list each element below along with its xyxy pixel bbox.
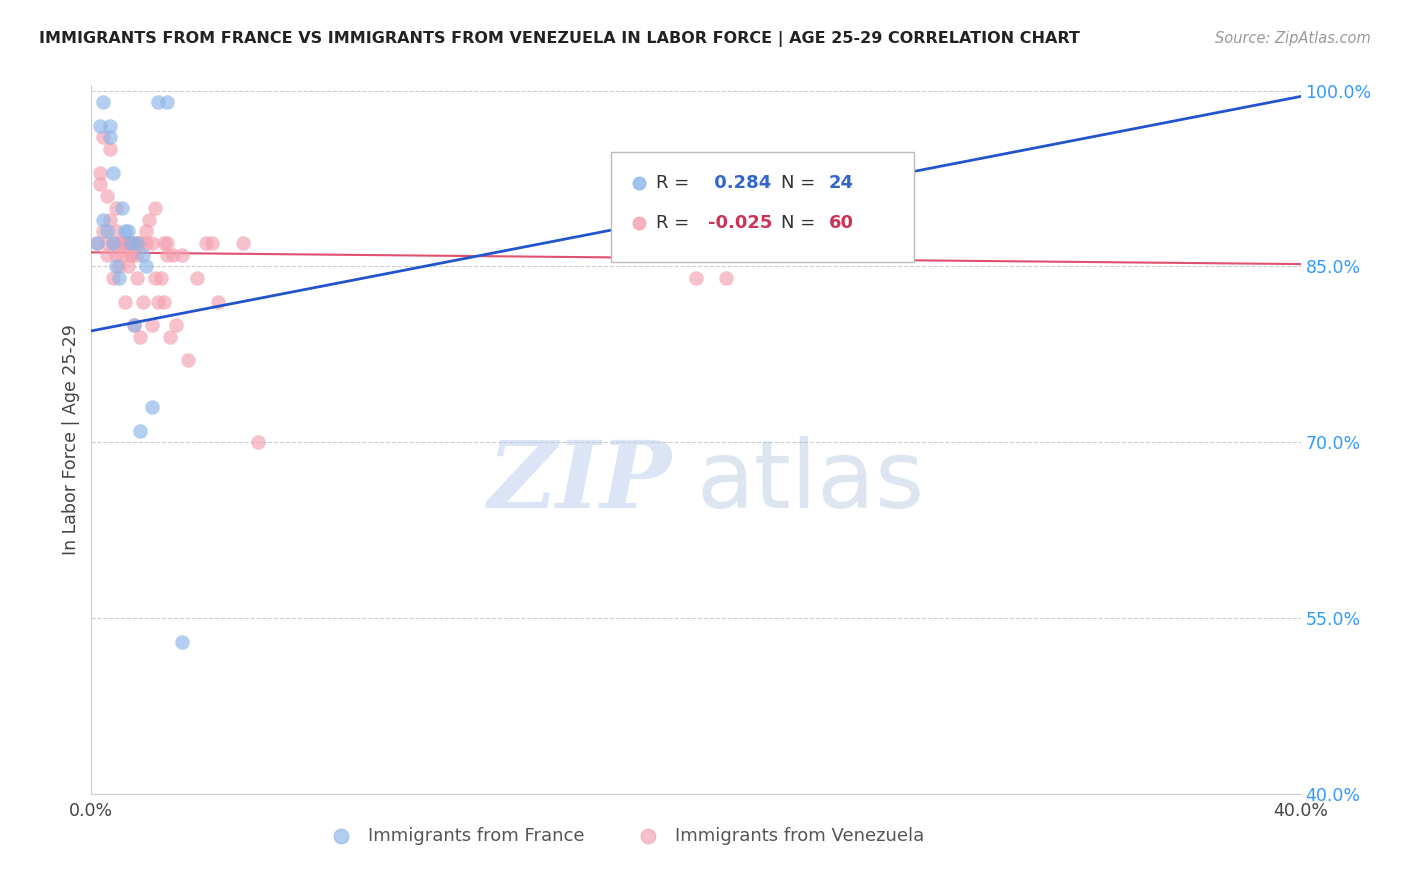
Point [104, 248, 127, 262]
Point [149, 271, 172, 285]
Point [125, 271, 148, 285]
Point [114, 294, 136, 309]
Point [146, 294, 169, 309]
Point [98, 142, 121, 156]
Point [120, 248, 142, 262]
Text: ZIP: ZIP [488, 437, 672, 527]
Point [107, 260, 129, 274]
Point [101, 271, 124, 285]
Point [128, 424, 150, 438]
Legend: Immigrants from France, Immigrants from Venezuela: Immigrants from France, Immigrants from … [315, 820, 931, 852]
Point [96, 248, 118, 262]
Point [96, 224, 118, 238]
Text: R =: R = [657, 174, 695, 192]
Point [117, 235, 139, 250]
Point [685, 271, 707, 285]
Point [125, 235, 148, 250]
Point [153, 235, 176, 250]
Point [141, 318, 163, 332]
Point [89, 166, 111, 180]
Text: 60: 60 [830, 214, 853, 232]
Point [93, 224, 115, 238]
Point [93, 212, 115, 227]
Point [93, 95, 115, 110]
Point [138, 212, 160, 227]
Point [714, 271, 737, 285]
Text: IMMIGRANTS FROM FRANCE VS IMMIGRANTS FROM VENEZUELA IN LABOR FORCE | AGE 25-29 C: IMMIGRANTS FROM FRANCE VS IMMIGRANTS FRO… [39, 31, 1080, 47]
Point [156, 248, 179, 262]
Point [231, 235, 253, 250]
Point [128, 235, 150, 250]
Point [120, 235, 142, 250]
Point [117, 224, 139, 238]
Point [156, 235, 179, 250]
Point [246, 435, 269, 450]
Point [141, 400, 163, 414]
Text: 0.284: 0.284 [709, 174, 772, 192]
Point [104, 201, 127, 215]
Point [195, 235, 218, 250]
Point [114, 224, 136, 238]
Point [111, 235, 132, 250]
Point [122, 318, 145, 332]
Point [201, 235, 224, 250]
Text: R =: R = [657, 214, 695, 232]
Text: -0.025: -0.025 [709, 214, 772, 232]
Point [98, 212, 121, 227]
Point [98, 130, 121, 145]
Point [122, 318, 145, 332]
Point [101, 235, 124, 250]
Point [132, 294, 155, 309]
Point [135, 260, 157, 274]
Point [86, 235, 108, 250]
Point [153, 294, 176, 309]
Point [143, 201, 166, 215]
Point [120, 235, 142, 250]
Text: Source: ZipAtlas.com: Source: ZipAtlas.com [1215, 31, 1371, 46]
Point [128, 330, 150, 344]
Point [172, 248, 194, 262]
Point [101, 235, 124, 250]
Point [159, 330, 181, 344]
Point [111, 201, 132, 215]
Point [162, 248, 184, 262]
Point [135, 224, 157, 238]
Point [114, 235, 136, 250]
Point [122, 235, 145, 250]
Point [186, 271, 208, 285]
Point [143, 271, 166, 285]
Point [125, 235, 148, 250]
Point [135, 235, 157, 250]
Text: N =: N = [780, 214, 821, 232]
Y-axis label: In Labor Force | Age 25-29: In Labor Force | Age 25-29 [62, 324, 80, 555]
Text: atlas: atlas [696, 436, 924, 528]
Point [104, 260, 127, 274]
Point [101, 166, 124, 180]
Point [141, 235, 163, 250]
Point [120, 248, 142, 262]
Text: N =: N = [780, 174, 821, 192]
Point [165, 318, 187, 332]
Point [125, 248, 148, 262]
Point [96, 189, 118, 203]
Point [104, 224, 127, 238]
Point [107, 235, 129, 250]
Point [132, 248, 155, 262]
Text: 24: 24 [830, 174, 853, 192]
Point [207, 294, 229, 309]
Point [86, 235, 108, 250]
Point [172, 634, 194, 648]
Point [107, 271, 129, 285]
Point [156, 95, 179, 110]
Point [177, 353, 200, 368]
Point [111, 248, 132, 262]
Point [98, 119, 121, 133]
Point [146, 95, 169, 110]
Point [96, 235, 118, 250]
Point [89, 119, 111, 133]
FancyBboxPatch shape [612, 153, 914, 262]
Point [93, 130, 115, 145]
Point [117, 260, 139, 274]
Point [89, 178, 111, 192]
